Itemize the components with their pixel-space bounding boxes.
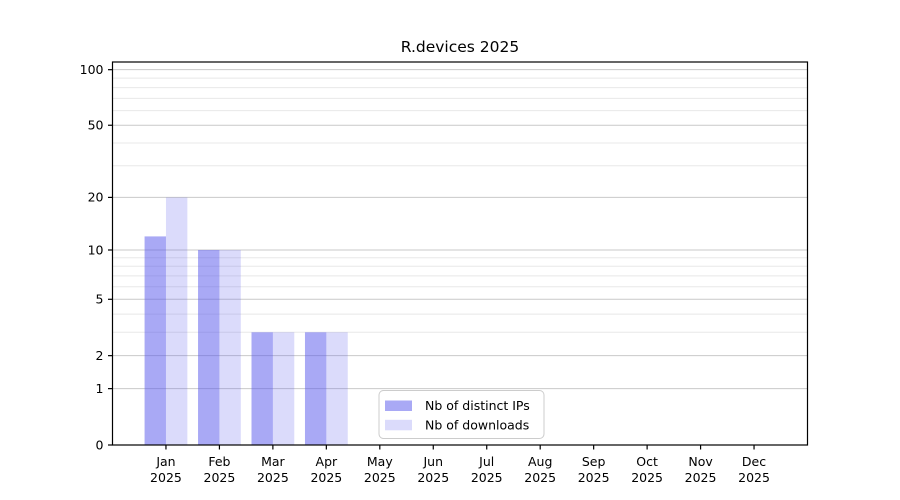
bar bbox=[219, 249, 241, 445]
x-tick-label: Sep 2025 bbox=[578, 454, 610, 485]
minor-gridlines bbox=[112, 77, 808, 333]
x-tick-label: Jul 2025 bbox=[471, 454, 503, 485]
bar bbox=[251, 332, 273, 445]
bar bbox=[144, 236, 166, 445]
bar bbox=[326, 332, 348, 445]
bar bbox=[304, 332, 327, 445]
y-tick-label: 2 bbox=[96, 348, 104, 363]
bar-series-group bbox=[144, 197, 348, 445]
plot-border bbox=[111, 61, 809, 446]
y-axis: 0 1 2 5 10 20 50 100 bbox=[80, 62, 113, 452]
x-tick-label: Mar 2025 bbox=[257, 454, 289, 485]
y-tick-label: 5 bbox=[96, 292, 104, 307]
x-tick-label: Jan 2025 bbox=[150, 454, 182, 485]
x-tick-label: Dec 2025 bbox=[738, 454, 770, 485]
bar-series-1 bbox=[165, 197, 348, 445]
y-tick-label: 100 bbox=[80, 62, 104, 77]
chart-title: R.devices 2025 bbox=[401, 38, 520, 56]
legend-box bbox=[378, 390, 545, 439]
legend-label-downloads: Nb of downloads bbox=[425, 418, 529, 433]
major-gridlines bbox=[112, 69, 808, 390]
y-tick-label: 20 bbox=[88, 190, 104, 205]
bar bbox=[198, 249, 220, 445]
bar bbox=[165, 197, 188, 445]
legend-swatch-distinct-ips bbox=[385, 400, 412, 411]
x-tick-label: Oct 2025 bbox=[631, 454, 663, 485]
x-tick-label: Apr 2025 bbox=[310, 454, 342, 485]
x-tick-label: Aug 2025 bbox=[524, 454, 556, 485]
x-tick-label: May 2025 bbox=[364, 454, 396, 485]
bar bbox=[272, 332, 295, 445]
y-tick-label: 50 bbox=[88, 118, 104, 133]
x-tick-label: Jun 2025 bbox=[417, 454, 449, 485]
y-tick-label: 10 bbox=[88, 242, 104, 257]
x-tick-label: Nov 2025 bbox=[685, 454, 717, 485]
legend: Nb of distinct IPs Nb of downloads bbox=[378, 390, 545, 439]
legend-swatch-downloads bbox=[385, 419, 412, 431]
x-tick-label: Feb 2025 bbox=[204, 454, 236, 485]
x-axis: Jan 2025 Feb 2025 Mar 2025 Apr 2025 May 2025 Jun 20… bbox=[150, 445, 770, 485]
bar-series-0 bbox=[144, 236, 327, 445]
y-tick-label: 1 bbox=[96, 381, 104, 396]
y-tick-label: 0 bbox=[96, 437, 104, 452]
legend-label-distinct-ips: Nb of distinct IPs bbox=[425, 398, 530, 413]
